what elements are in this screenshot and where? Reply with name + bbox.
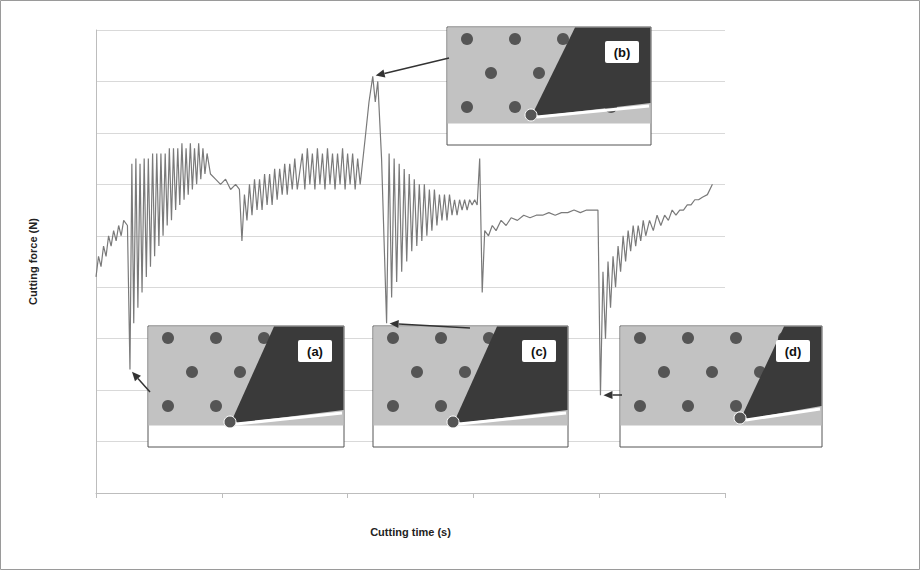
svg-text:Cutting time (s): Cutting time (s) <box>370 526 451 538</box>
svg-text:Cutting force (N): Cutting force (N) <box>27 218 39 305</box>
svg-text:(a): (a) <box>307 344 323 359</box>
svg-text:(d): (d) <box>785 344 802 359</box>
svg-text:(c): (c) <box>531 344 547 359</box>
svg-text:(b): (b) <box>614 45 631 60</box>
